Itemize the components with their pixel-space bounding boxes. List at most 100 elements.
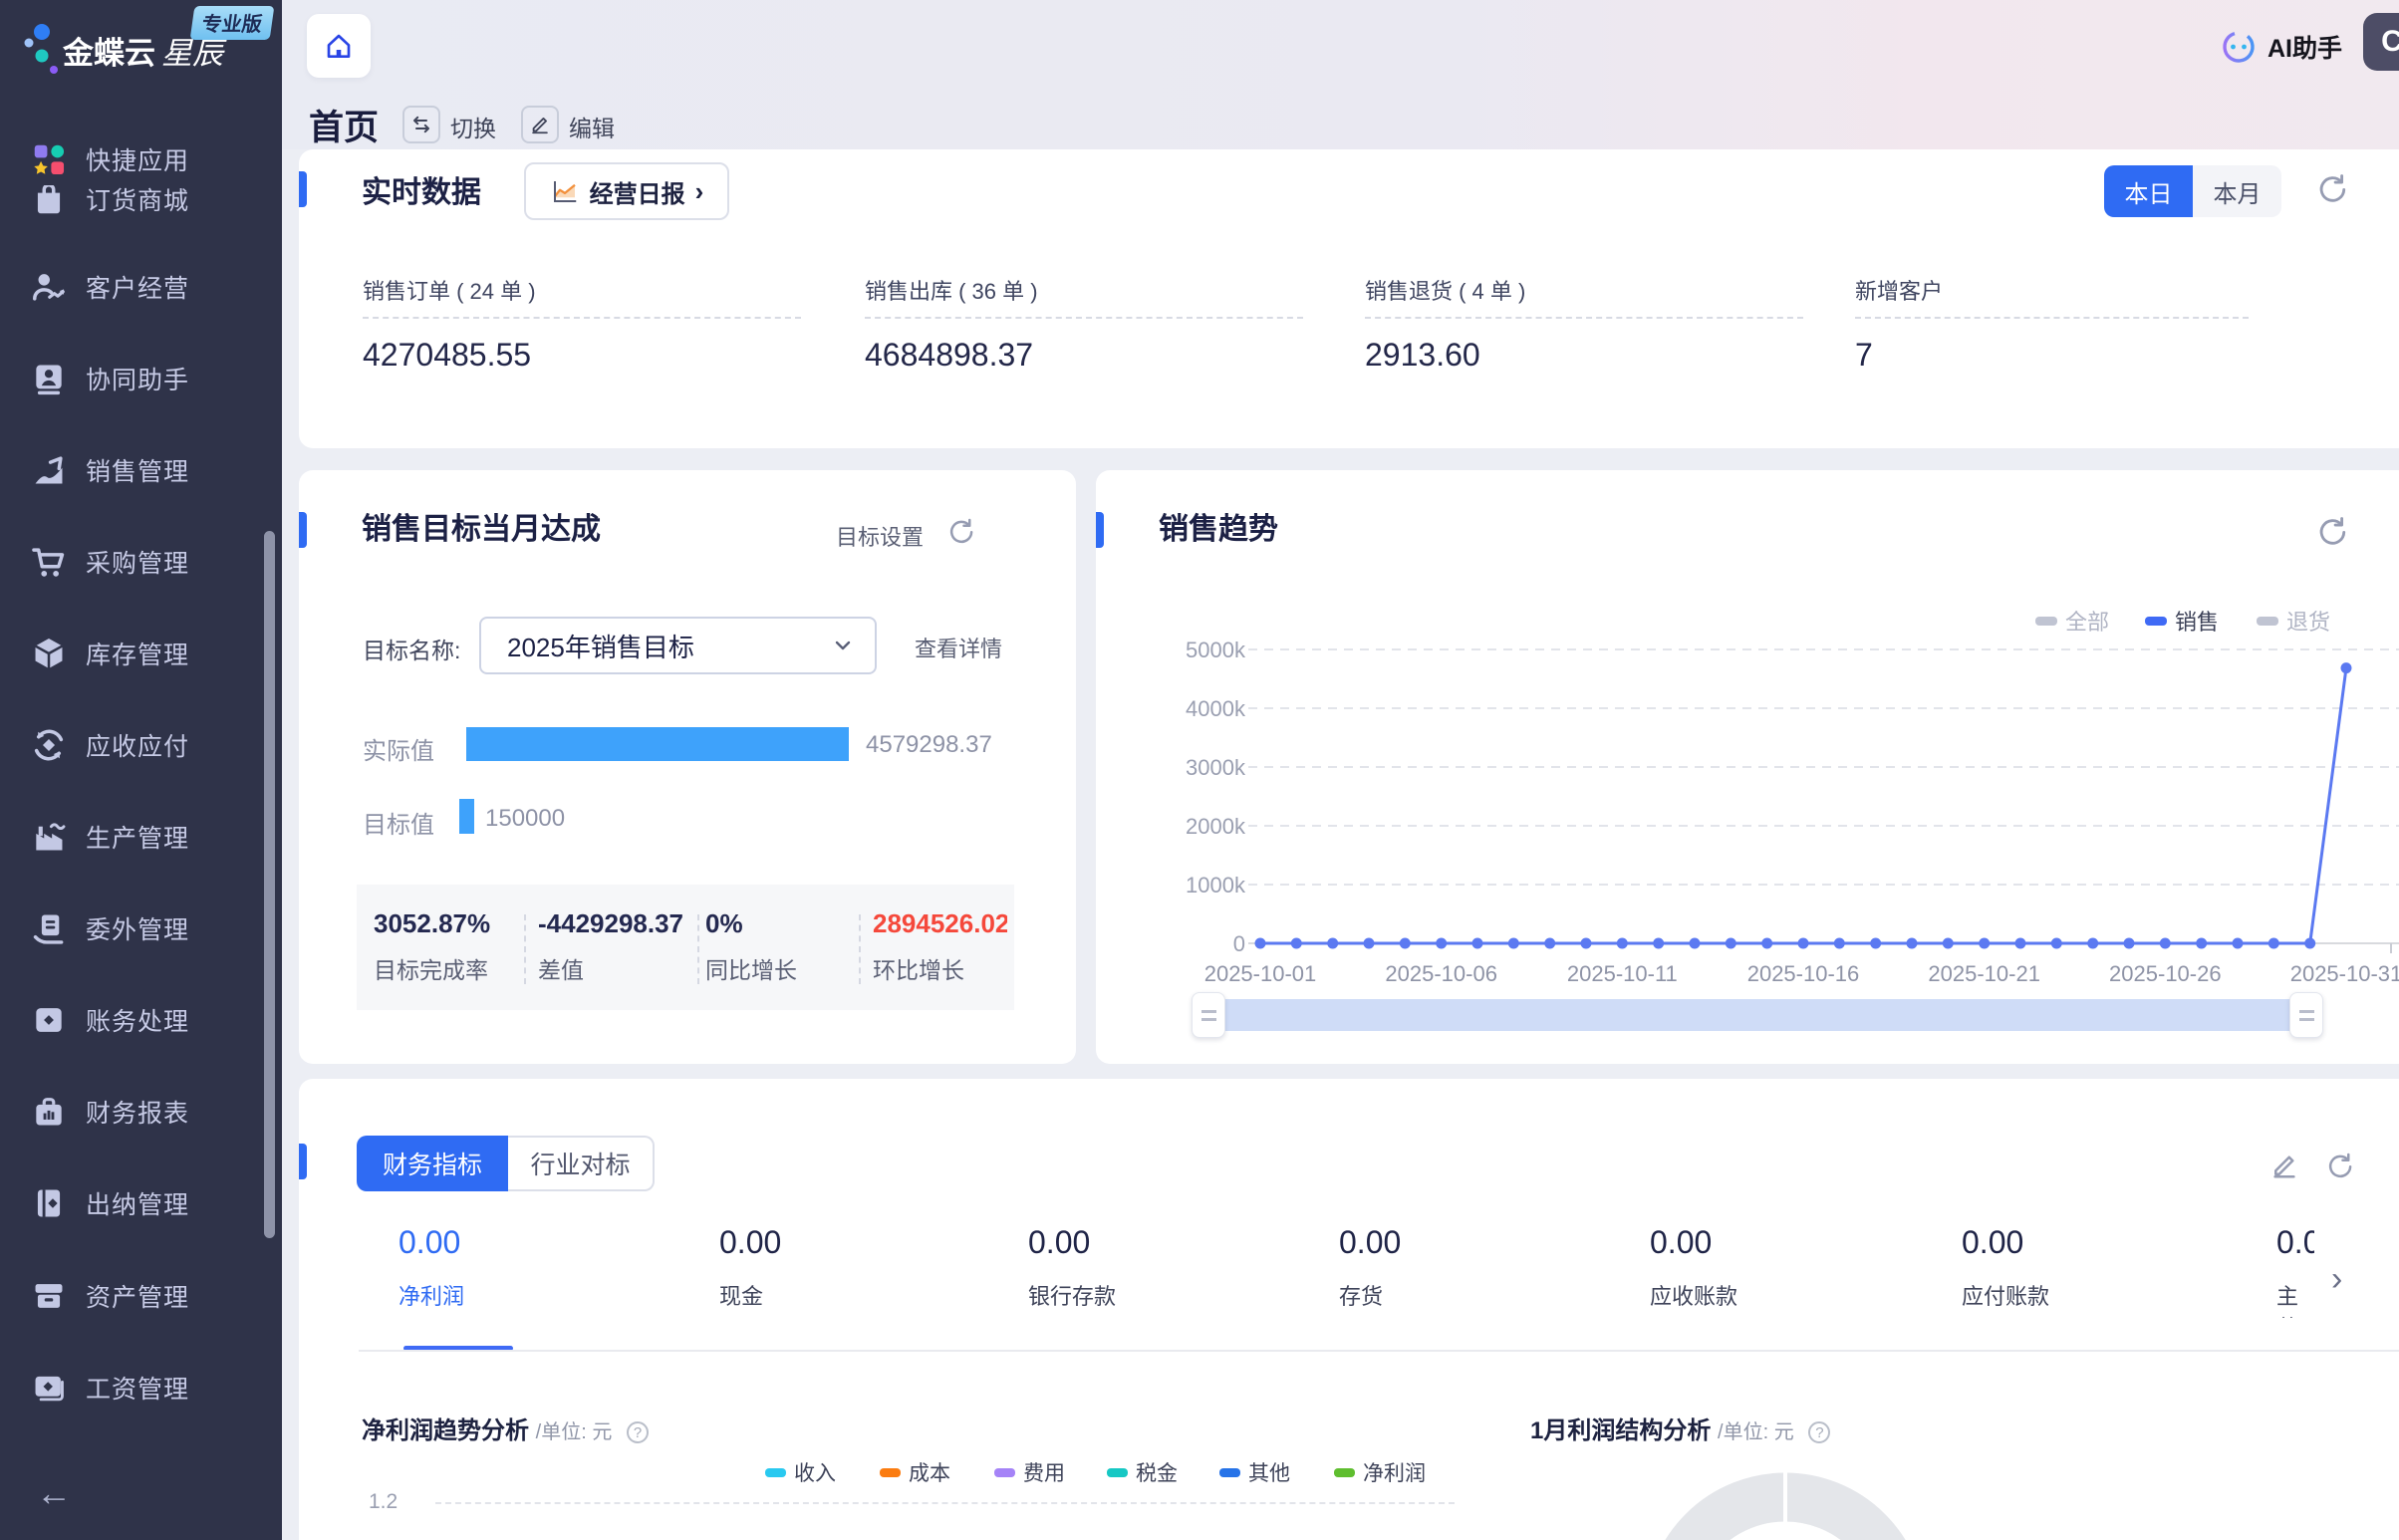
indicator-receivable[interactable]: 应收账款	[1650, 1284, 1738, 1309]
svg-text:2025-10-21: 2025-10-21	[1928, 961, 2040, 986]
help-icon[interactable]: ?	[1808, 1420, 1831, 1443]
metric-completion: 3052.87% 目标完成率	[374, 908, 490, 985]
datazoom-track[interactable]	[1208, 999, 2306, 1031]
y-axis-tick: 1.2	[369, 1490, 399, 1513]
indicator-value: 0.00	[1339, 1224, 1402, 1260]
toggle-today[interactable]: 本日	[2104, 165, 2193, 217]
actual-bar	[466, 727, 849, 761]
edit-page-button[interactable]	[521, 106, 559, 143]
shop-bag-icon	[37, 185, 61, 214]
report-icon	[36, 1098, 62, 1126]
edit-pencil-icon[interactable]	[2269, 1151, 2299, 1180]
switch-arrows-icon	[413, 116, 429, 133]
sidebar-item-label: 库存管理	[86, 642, 190, 669]
sidebar-item-quick-apps[interactable]: 快捷应用	[0, 131, 282, 187]
datazoom-right-handle[interactable]	[2289, 992, 2323, 1038]
legend-label: 费用	[1023, 1462, 1065, 1485]
chart-datazoom-slider[interactable]	[1192, 992, 2323, 1038]
datazoom-left-handle[interactable]	[1192, 992, 1225, 1038]
tab-finance-indicators[interactable]: 财务指标	[357, 1136, 508, 1191]
tab-industry-benchmark[interactable]: 行业对标	[508, 1136, 655, 1191]
metric-divider	[859, 914, 861, 984]
legend-tax[interactable]: 税金	[1107, 1457, 1178, 1487]
corner-app-button[interactable]: C	[2363, 13, 2399, 71]
sidebar-item-cashier[interactable]: 出纳管理	[0, 1175, 282, 1231]
active-indicator-underline	[403, 1346, 513, 1351]
indicator-divider	[359, 1350, 2399, 1352]
indicator-cash[interactable]: 现金	[719, 1284, 764, 1309]
legend-sales[interactable]: 销售	[2145, 605, 2219, 637]
legend-swatch	[1107, 1467, 1128, 1477]
legend-cost[interactable]: 成本	[880, 1457, 950, 1487]
daily-report-button[interactable]: 经营日报 ›	[524, 162, 729, 220]
edit-label[interactable]: 编辑	[569, 116, 615, 141]
view-detail-link[interactable]: 查看详情	[915, 637, 1003, 661]
legend-net-profit[interactable]: 净利润	[1334, 1457, 1426, 1487]
stat-value: 7	[1855, 337, 1873, 373]
home-tab[interactable]	[307, 14, 371, 78]
legend-returns[interactable]: 退货	[2257, 605, 2330, 637]
sidebar-item-accounting[interactable]: 账务处理	[0, 992, 282, 1048]
legend-income[interactable]: 收入	[765, 1457, 836, 1487]
section-accent	[299, 1144, 307, 1179]
sidebar-item-production[interactable]: 生产管理	[0, 809, 282, 865]
factory-icon	[36, 823, 66, 851]
switch-label[interactable]: 切换	[450, 116, 496, 141]
finance-card: 财务指标 行业对标 0.00 净利润 0.00 现金 0.00 银行存款 0.0…	[299, 1079, 2399, 1540]
refresh-icon[interactable]	[2313, 514, 2347, 548]
chart-unit: /单位: 元	[535, 1421, 613, 1443]
indicator-clipped[interactable]: 0.00 主营	[2276, 1079, 2314, 1318]
indicator-bank-deposit[interactable]: 银行存款	[1028, 1284, 1117, 1309]
refresh-icon[interactable]	[944, 516, 974, 546]
legend-expense[interactable]: 费用	[994, 1457, 1065, 1487]
target-select[interactable]: 2025年销售目标	[479, 617, 877, 674]
sidebar: 金蝶云 星辰 专业版 快捷应用 订货商城	[0, 0, 282, 1540]
sidebar-item-customer[interactable]: 客户经营	[0, 259, 282, 315]
legend-other[interactable]: 其他	[1219, 1457, 1290, 1487]
indicator-stock[interactable]: 存货	[1339, 1284, 1384, 1309]
sidebar-item-order-mall-clipped[interactable]: 订货商城	[0, 185, 282, 215]
indicator-main-revenue: 主营	[2276, 1284, 2299, 1318]
pencil-icon	[532, 118, 548, 134]
cart-icon	[32, 548, 65, 577]
svg-text:2025-10-11: 2025-10-11	[1567, 961, 1678, 986]
asset-icon	[35, 1284, 63, 1308]
sidebar-item-payroll[interactable]: 工资管理	[0, 1360, 282, 1415]
metric-value: 3052.87%	[374, 908, 491, 938]
ai-assistant-button[interactable]: AI助手	[2220, 28, 2342, 66]
target-settings-link[interactable]: 目标设置	[836, 525, 925, 550]
collapse-sidebar-icon[interactable]: ←	[36, 1472, 72, 1513]
metric-gap: -4429298.37 差值	[538, 908, 695, 985]
toggle-month[interactable]: 本月	[2193, 165, 2281, 217]
sidebar-item-inventory[interactable]: 库存管理	[0, 626, 282, 681]
indicator-payable[interactable]: 应付账款	[1962, 1284, 2050, 1309]
sidebar-item-asset[interactable]: 资产管理	[0, 1268, 282, 1324]
refresh-icon[interactable]	[2323, 1151, 2353, 1180]
actual-label: 实际值	[363, 738, 434, 765]
sidebar-item-outsourcing[interactable]: 委外管理	[0, 900, 282, 956]
refresh-icon[interactable]	[2313, 171, 2347, 205]
ai-assistant-label: AI助手	[2267, 35, 2343, 63]
legend-label: 退货	[2286, 610, 2331, 635]
indicator-net-profit[interactable]: 净利润	[399, 1284, 465, 1309]
sidebar-item-sales[interactable]: 销售管理	[0, 442, 282, 498]
legend-all[interactable]: 全部	[2035, 605, 2109, 637]
daily-report-label: 经营日报	[589, 180, 685, 208]
switch-layout-button[interactable]	[402, 106, 440, 143]
indicators-more-chevron[interactable]: ›	[2331, 1260, 2343, 1298]
stat-label: 销售出库 ( 36 单 )	[865, 279, 1038, 304]
sidebar-item-receivable-payable[interactable]: 应收应付	[0, 717, 282, 773]
help-icon[interactable]: ?	[627, 1420, 650, 1443]
sidebar-item-financial-report[interactable]: 财务报表	[0, 1084, 282, 1140]
top-bar	[282, 0, 2399, 149]
sidebar-item-label: 应收应付	[86, 733, 190, 761]
sidebar-scrollbar[interactable]	[264, 531, 275, 1238]
sidebar-item-purchase[interactable]: 采购管理	[0, 534, 282, 590]
sidebar-item-label: 账务处理	[86, 1008, 190, 1036]
sidebar-item-collab-assistant[interactable]: 协同助手	[0, 351, 282, 406]
sales-trend-card: 销售趋势 全部 销售 退货 5000k 4000k 3000k 2000k 1000k 0…	[1096, 470, 2399, 1064]
legend-swatch	[2257, 616, 2278, 626]
stat-value: 4270485.55	[363, 337, 532, 373]
metric-label: 环比增长	[873, 957, 964, 983]
indicator-value: 0.00	[719, 1224, 782, 1260]
